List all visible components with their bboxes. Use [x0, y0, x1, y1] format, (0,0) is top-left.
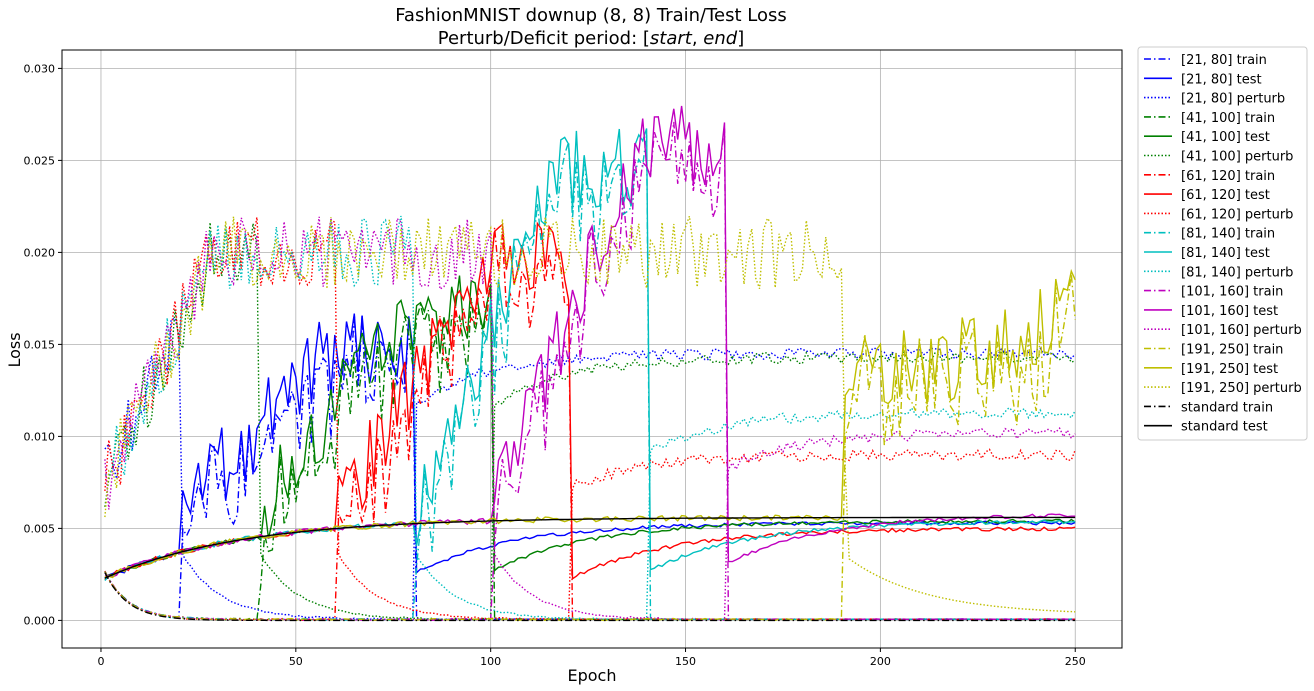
- legend-label: [41, 100] test: [1181, 130, 1270, 145]
- plot-frame: [61, 49, 1123, 649]
- series-train-line: [104, 273, 1076, 622]
- series-standard-train-line: [104, 572, 1076, 622]
- subtitle-part-3: end: [703, 28, 737, 49]
- series-perturb-line: [104, 317, 1076, 621]
- series-perturb-line: [104, 222, 1076, 621]
- y-tick-label: 0.020: [24, 246, 56, 259]
- series-train-line: [104, 134, 1076, 622]
- legend-label: [61, 120] train: [1181, 169, 1275, 184]
- series-test-line: [104, 275, 1076, 580]
- x-tick-label: 0: [97, 655, 104, 668]
- series-perturb-line: [104, 217, 1076, 621]
- legend-label: [61, 120] perturb: [1181, 207, 1293, 222]
- series-train-line: [104, 314, 1076, 621]
- x-tick-label: 50: [289, 655, 303, 668]
- legend-label: [61, 120] test: [1181, 188, 1270, 203]
- legend-label: [191, 250] train: [1181, 343, 1283, 358]
- y-tick-label: 0.025: [24, 154, 56, 167]
- x-tick-label: 100: [480, 655, 501, 668]
- subtitle-part-2: ,: [692, 28, 703, 49]
- legend: [21, 80] train [21, 80] test [21, 80] pert…: [1137, 46, 1308, 441]
- x-tick-label: 200: [870, 655, 891, 668]
- legend-label: [21, 80] train: [1181, 53, 1267, 68]
- y-tick-label: 0.000: [24, 614, 56, 627]
- series-test-line: [104, 268, 1076, 579]
- series-perturb-line: [104, 215, 1076, 613]
- subtitle-part-0: Perturb/Deficit period: [: [438, 28, 650, 49]
- legend-label: [21, 80] perturb: [1181, 92, 1285, 107]
- subtitle-part-4: ]: [737, 28, 744, 49]
- legend-label: standard test: [1181, 420, 1268, 435]
- y-tick-label: 0.010: [24, 430, 56, 443]
- legend-label: [191, 250] perturb: [1181, 381, 1302, 396]
- legend-label: [41, 100] train: [1181, 111, 1275, 126]
- plot-lines: [104, 105, 1076, 622]
- y-tick-label: 0.015: [24, 338, 56, 351]
- legend-label: [41, 100] perturb: [1181, 150, 1293, 165]
- legend-label: [101, 160] perturb: [1181, 323, 1302, 338]
- y-tick-label: 0.005: [24, 522, 56, 535]
- axes: 0 50 100 150 200 250 0.000 0.005 0.010 0.015 0.020…: [24, 62, 1086, 668]
- legend-box: [1137, 46, 1308, 441]
- legend-label: [81, 140] train: [1181, 227, 1275, 242]
- series-perturb-line: [104, 215, 1076, 621]
- series-train-line: [104, 288, 1076, 621]
- legend-label: [81, 140] perturb: [1181, 265, 1293, 280]
- legend-label: [101, 160] test: [1181, 304, 1278, 319]
- x-tick-label: 250: [1065, 655, 1086, 668]
- series-test-line: [104, 313, 1076, 579]
- y-axis-label: Loss: [5, 332, 24, 367]
- x-axis-label: Epoch: [568, 666, 617, 685]
- x-tick-label: 150: [675, 655, 696, 668]
- legend-label: [101, 160] train: [1181, 285, 1283, 300]
- series-standard-test-line: [104, 516, 1076, 579]
- legend-label: standard train: [1181, 400, 1273, 415]
- series-train-line: [104, 227, 1076, 622]
- series-perturb-line: [104, 216, 1076, 621]
- legend-label: [191, 250] test: [1181, 362, 1278, 377]
- series-test-line: [104, 105, 1076, 578]
- legend-label: [81, 140] test: [1181, 246, 1270, 261]
- chart-subtitle: Perturb/Deficit period: [start, end]: [438, 28, 745, 49]
- legend-label: [21, 80] test: [1181, 72, 1262, 87]
- y-tick-label: 0.030: [24, 62, 56, 75]
- subtitle-part-1: start: [650, 28, 693, 49]
- chart-title: FashionMNIST downup (8, 8) Train/Test Lo…: [395, 5, 787, 26]
